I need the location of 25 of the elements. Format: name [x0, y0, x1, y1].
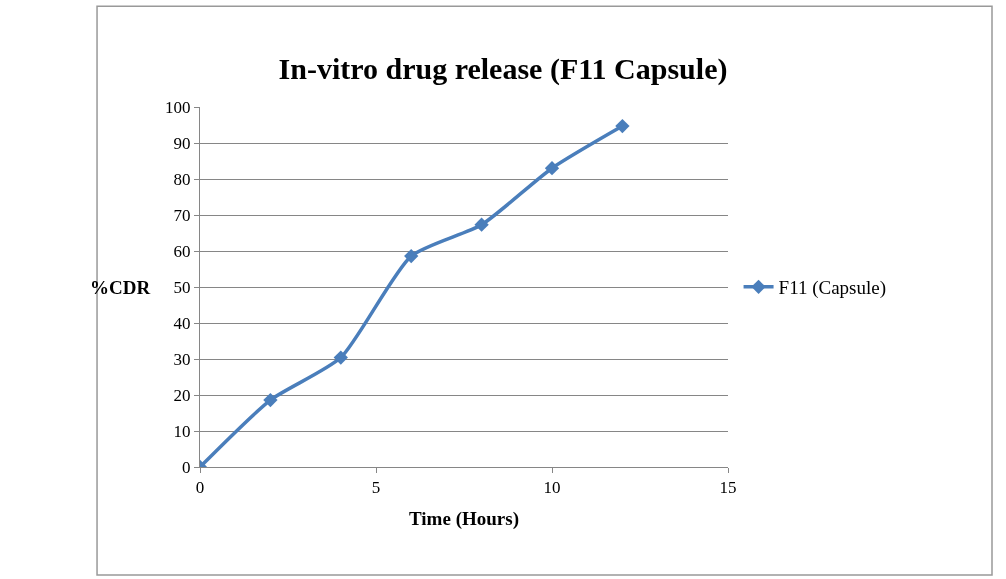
x-tick-label: 0	[195, 478, 205, 498]
y-tick-label: 10	[173, 421, 191, 441]
point	[263, 392, 278, 408]
y-tick-label: 90	[173, 133, 191, 153]
point	[544, 161, 560, 176]
y-axis-title: %CDR	[90, 277, 151, 298]
x-axis-title: Time (Hours)	[409, 508, 519, 531]
y-tick-label: 60	[173, 241, 191, 261]
chart-title: In-vitro drug release (F11 Capsule)	[278, 51, 728, 86]
y-tick-label: 70	[173, 205, 191, 225]
y-tick-label: 80	[173, 169, 191, 189]
x-tick-label: 15	[719, 478, 737, 498]
y-tick-label: 50	[173, 277, 191, 297]
y-tick-label: 40	[173, 313, 191, 333]
y-tick-label: 30	[173, 349, 191, 369]
y-tick-label: 0	[182, 457, 191, 477]
point	[615, 118, 630, 134]
point	[474, 217, 489, 232]
x-tick-label: 5	[371, 478, 381, 498]
point	[333, 350, 348, 365]
y-tick-label: 100	[165, 97, 191, 117]
legend-label: F11 (Capsule)	[778, 277, 887, 300]
y-tick-label: 20	[173, 385, 191, 405]
point	[404, 248, 419, 264]
x-tick-label: 10	[543, 478, 561, 498]
